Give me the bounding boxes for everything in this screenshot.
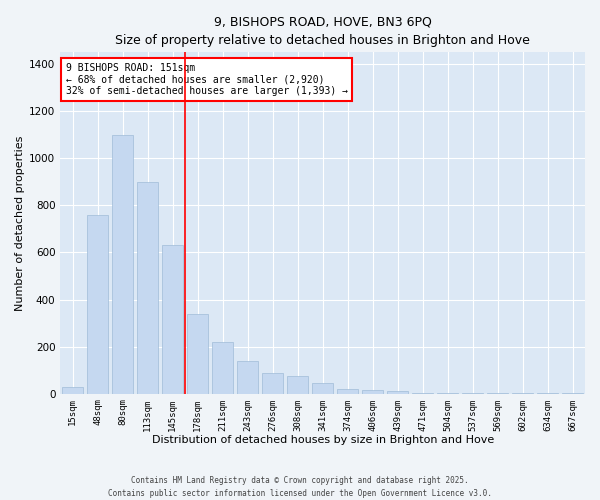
Bar bbox=[337, 389, 358, 394]
Bar bbox=[87, 215, 109, 394]
Title: 9, BISHOPS ROAD, HOVE, BN3 6PQ
Size of property relative to detached houses in B: 9, BISHOPS ROAD, HOVE, BN3 6PQ Size of p… bbox=[115, 15, 530, 47]
Y-axis label: Number of detached properties: Number of detached properties bbox=[15, 136, 25, 310]
Bar bbox=[187, 314, 208, 394]
Text: Contains HM Land Registry data © Crown copyright and database right 2025.
Contai: Contains HM Land Registry data © Crown c… bbox=[108, 476, 492, 498]
Bar bbox=[437, 393, 458, 394]
Bar bbox=[262, 372, 283, 394]
X-axis label: Distribution of detached houses by size in Brighton and Hove: Distribution of detached houses by size … bbox=[152, 435, 494, 445]
Bar bbox=[387, 392, 408, 394]
Bar bbox=[287, 376, 308, 394]
Bar bbox=[237, 361, 258, 394]
Bar bbox=[137, 182, 158, 394]
Bar bbox=[62, 386, 83, 394]
Bar bbox=[362, 390, 383, 394]
Bar bbox=[112, 134, 133, 394]
Bar bbox=[212, 342, 233, 394]
Bar bbox=[312, 383, 333, 394]
Text: 9 BISHOPS ROAD: 151sqm
← 68% of detached houses are smaller (2,920)
32% of semi-: 9 BISHOPS ROAD: 151sqm ← 68% of detached… bbox=[65, 62, 347, 96]
Bar bbox=[162, 246, 184, 394]
Bar bbox=[412, 392, 433, 394]
